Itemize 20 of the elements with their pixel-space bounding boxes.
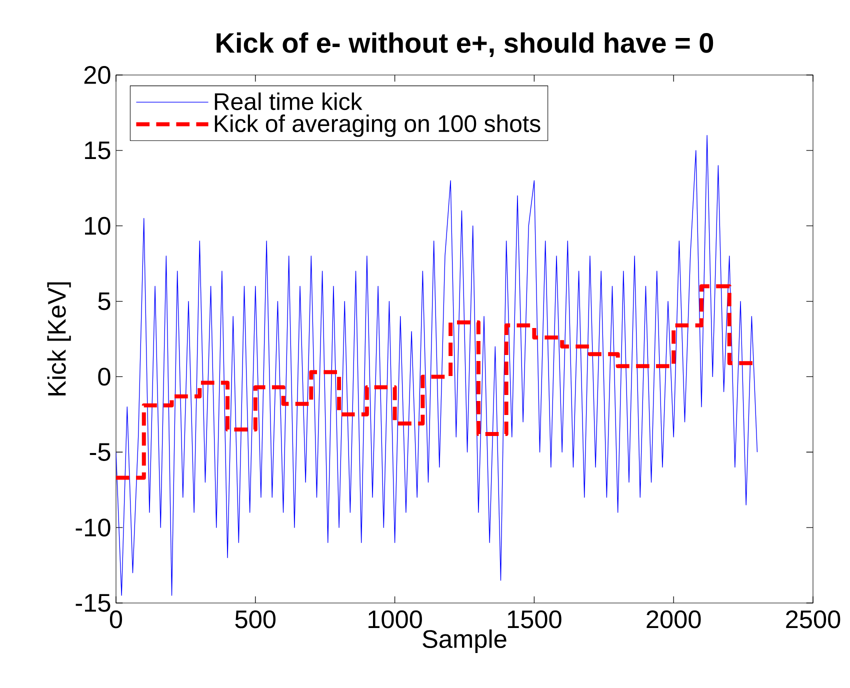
x-axis-title: Sample bbox=[422, 629, 506, 654]
x-tick-label: 0 bbox=[110, 610, 122, 628]
x-tick-label: 1500 bbox=[508, 610, 562, 628]
y-tick-label: -15 bbox=[76, 594, 110, 612]
x-tick-label: 2500 bbox=[786, 610, 840, 628]
y-axis-title: Kick [KeV] bbox=[47, 282, 71, 396]
y-tick-label: -10 bbox=[76, 518, 110, 537]
y-tick-label: 0 bbox=[98, 368, 110, 386]
legend-label: Real time kick bbox=[214, 92, 362, 110]
y-tick-label: 10 bbox=[85, 216, 110, 235]
y-tick-label: 15 bbox=[85, 142, 110, 160]
legend-label: Kick of averaging on 100 shots bbox=[214, 114, 540, 137]
y-tick-label: 20 bbox=[84, 66, 110, 84]
x-tick-label: 2000 bbox=[646, 610, 701, 628]
y-tick-label: 5 bbox=[98, 292, 110, 310]
x-tick-label: 500 bbox=[235, 610, 276, 628]
y-tick-label: -5 bbox=[90, 443, 110, 461]
line-series bbox=[116, 135, 758, 596]
x-tick-label: 1000 bbox=[368, 610, 422, 628]
chart-title: Kick of e- without e+, should have = 0 bbox=[216, 32, 714, 57]
